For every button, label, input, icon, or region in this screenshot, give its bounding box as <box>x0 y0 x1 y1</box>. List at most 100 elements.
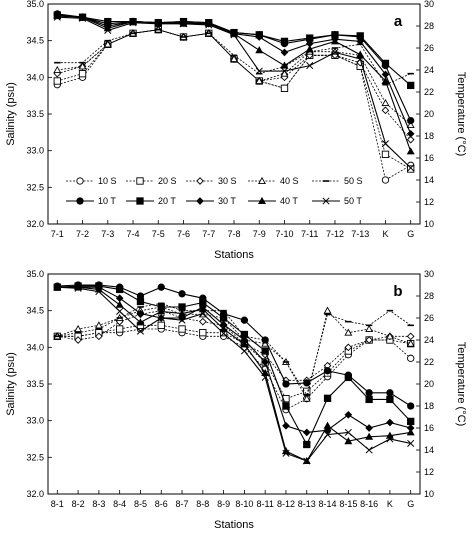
data-point <box>381 150 390 158</box>
legend-label: 30 S <box>218 176 237 186</box>
data-point <box>407 354 415 362</box>
data-point <box>303 457 311 465</box>
data-point <box>74 284 82 292</box>
data-point <box>74 324 83 333</box>
x-tick-label: 8-4 <box>113 499 126 509</box>
data-point <box>365 395 373 404</box>
data-point <box>282 380 290 388</box>
data-point <box>386 395 394 404</box>
data-point <box>365 324 374 333</box>
data-point <box>406 428 415 436</box>
data-point <box>344 410 353 419</box>
y-tick-label-right: 30 <box>424 0 434 9</box>
data-point <box>381 176 390 184</box>
data-point <box>199 329 207 337</box>
x-tick-label: 8-14 <box>319 499 337 509</box>
data-point <box>386 389 394 397</box>
data-point <box>303 440 311 449</box>
series-40s <box>53 302 415 402</box>
data-point <box>230 54 238 63</box>
x-tick-label: 8-2 <box>72 499 85 509</box>
legend-label: 20 T <box>158 196 176 206</box>
data-point <box>261 336 269 344</box>
data-point <box>381 59 390 68</box>
data-point <box>178 290 186 298</box>
data-point <box>53 65 62 74</box>
data-point <box>406 332 415 341</box>
legend-label: 40 T <box>280 196 298 206</box>
data-point <box>365 432 374 440</box>
data-point <box>323 421 332 429</box>
series-line <box>57 29 411 86</box>
data-point <box>103 40 112 48</box>
data-point <box>282 402 290 410</box>
data-point <box>381 76 390 85</box>
x-tick-label: K <box>382 229 388 239</box>
data-point <box>53 77 61 85</box>
marker-stroke <box>240 347 248 355</box>
legend-marker <box>322 197 330 205</box>
data-point <box>78 14 87 22</box>
data-point <box>344 373 352 382</box>
data-point <box>53 13 61 21</box>
marker-stroke <box>331 48 339 56</box>
y-tick-label-right: 26 <box>424 313 434 323</box>
data-point <box>178 325 186 333</box>
legend-label: 20 S <box>158 176 177 186</box>
plot-frame <box>47 273 421 495</box>
x-tick-label: 8-15 <box>339 499 357 509</box>
series-50t <box>53 13 415 172</box>
legend-marker <box>258 196 266 205</box>
x-tick-label: 8-5 <box>134 499 147 509</box>
panel-label: a <box>394 13 403 30</box>
data-point <box>407 165 415 173</box>
data-point <box>205 21 213 29</box>
marker-stroke <box>178 316 186 324</box>
y-tick-label-left: 34.5 <box>26 306 44 316</box>
series-40t <box>53 283 415 465</box>
x-tick-label: 8-10 <box>235 499 253 509</box>
data-point <box>323 394 332 402</box>
y-tick-label-right: 24 <box>424 335 434 345</box>
data-point <box>323 306 332 314</box>
data-point <box>220 329 228 337</box>
x-tick-label: 8-8 <box>196 499 209 509</box>
y-tick-label-right: 26 <box>424 43 434 53</box>
marker-stroke <box>306 62 314 70</box>
data-point <box>115 300 124 308</box>
data-point <box>178 303 186 311</box>
data-point <box>53 283 61 291</box>
data-point <box>116 325 124 333</box>
data-point <box>255 33 264 41</box>
data-point <box>323 431 332 439</box>
legend-label: 50 T <box>344 196 362 206</box>
marker-stroke <box>220 329 228 337</box>
marker-stroke <box>129 19 137 27</box>
data-point <box>198 317 207 326</box>
data-point <box>407 81 415 90</box>
data-point <box>381 106 390 115</box>
data-point <box>178 309 186 317</box>
series-10s <box>53 325 415 414</box>
marker-stroke <box>53 283 61 291</box>
y-tick-label-left: 33.0 <box>26 416 44 426</box>
data-point <box>240 347 248 355</box>
data-point <box>157 283 165 291</box>
legend-label: 10 T <box>98 196 116 206</box>
data-point <box>94 321 103 329</box>
legend-label: 10 S <box>98 176 117 186</box>
data-point <box>406 135 415 144</box>
y-tick-label-right: 20 <box>424 379 434 389</box>
data-point <box>230 31 238 39</box>
marker-stroke <box>282 449 290 457</box>
data-point <box>219 324 228 333</box>
legend-marker <box>258 176 266 185</box>
marker-stroke <box>154 20 162 28</box>
series-line <box>57 328 411 411</box>
data-point <box>365 424 373 432</box>
data-point <box>407 116 415 125</box>
x-tick-label: 7-2 <box>76 229 89 239</box>
data-point <box>255 46 264 54</box>
data-point <box>157 307 166 315</box>
